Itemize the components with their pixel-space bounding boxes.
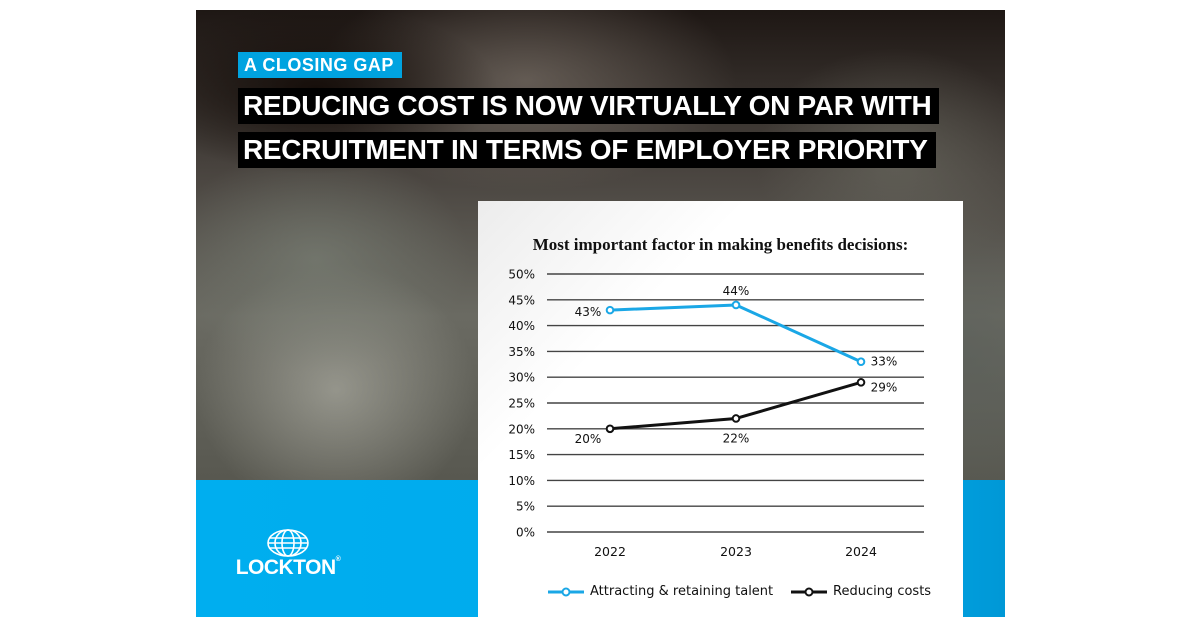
data-label: 33% (871, 355, 898, 369)
x-tick-label: 2022 (594, 544, 626, 559)
data-point (856, 378, 866, 387)
y-tick-label: 15% (508, 448, 535, 462)
x-tick-label: 2023 (720, 544, 752, 559)
data-label: 22% (723, 431, 750, 445)
y-tick-label: 5% (516, 500, 535, 514)
chart-title: Most important factor in making benefits… (532, 235, 909, 254)
data-point (605, 305, 615, 315)
data-point (731, 300, 741, 310)
section-tag: A CLOSING GAP (238, 52, 402, 78)
legend-item-costs: Reducing costs (791, 584, 931, 599)
y-tick-label: 40% (508, 319, 535, 333)
data-label: 43% (575, 305, 602, 319)
y-tick-label: 30% (508, 371, 535, 385)
data-point (856, 357, 866, 367)
legend-label-costs: Reducing costs (833, 584, 932, 599)
series-line-0 (609, 303, 862, 364)
y-tick-label: 10% (508, 474, 535, 488)
legend-label-talent: Attracting & retaining talent (590, 584, 774, 599)
chart-card: Most important factor in making benefits… (478, 201, 963, 617)
y-tick-label: 20% (508, 422, 535, 436)
headline-line-1: REDUCING COST IS NOW VIRTUALLY ON PAR WI… (238, 88, 940, 124)
x-tick-label: 2024 (845, 544, 877, 559)
globe-icon (267, 529, 309, 557)
legend-line-black-icon (791, 587, 827, 596)
data-point (605, 424, 615, 434)
data-label: 29% (871, 380, 898, 394)
data-point (731, 414, 741, 423)
y-tick-label: 50% (508, 268, 535, 282)
brand-name: LOCKTON (235, 556, 336, 579)
headline-line-2: RECRUITMENT IN TERMS OF EMPLOYER PRIORIT… (238, 132, 936, 168)
y-tick-label: 45% (508, 293, 535, 307)
lockton-logo: LOCKTON® (232, 528, 344, 580)
data-label: 44% (723, 284, 750, 298)
y-tick-label: 25% (508, 397, 535, 411)
y-tick-label: 35% (508, 345, 535, 359)
data-label: 20% (575, 432, 602, 446)
infographic: A CLOSING GAP REDUCING COST IS NOW VIRTU… (196, 10, 1005, 617)
registered-mark: ® (335, 556, 341, 563)
y-tick-label: 0% (516, 526, 535, 540)
legend-line-blue-icon (548, 587, 584, 596)
legend-item-talent: Attracting & retaining talent (548, 584, 773, 599)
line-chart: 0% 5% 10% 15% 20% 25% 30% 35% 40% 45% 50% 2022 2023 2… (508, 268, 924, 559)
